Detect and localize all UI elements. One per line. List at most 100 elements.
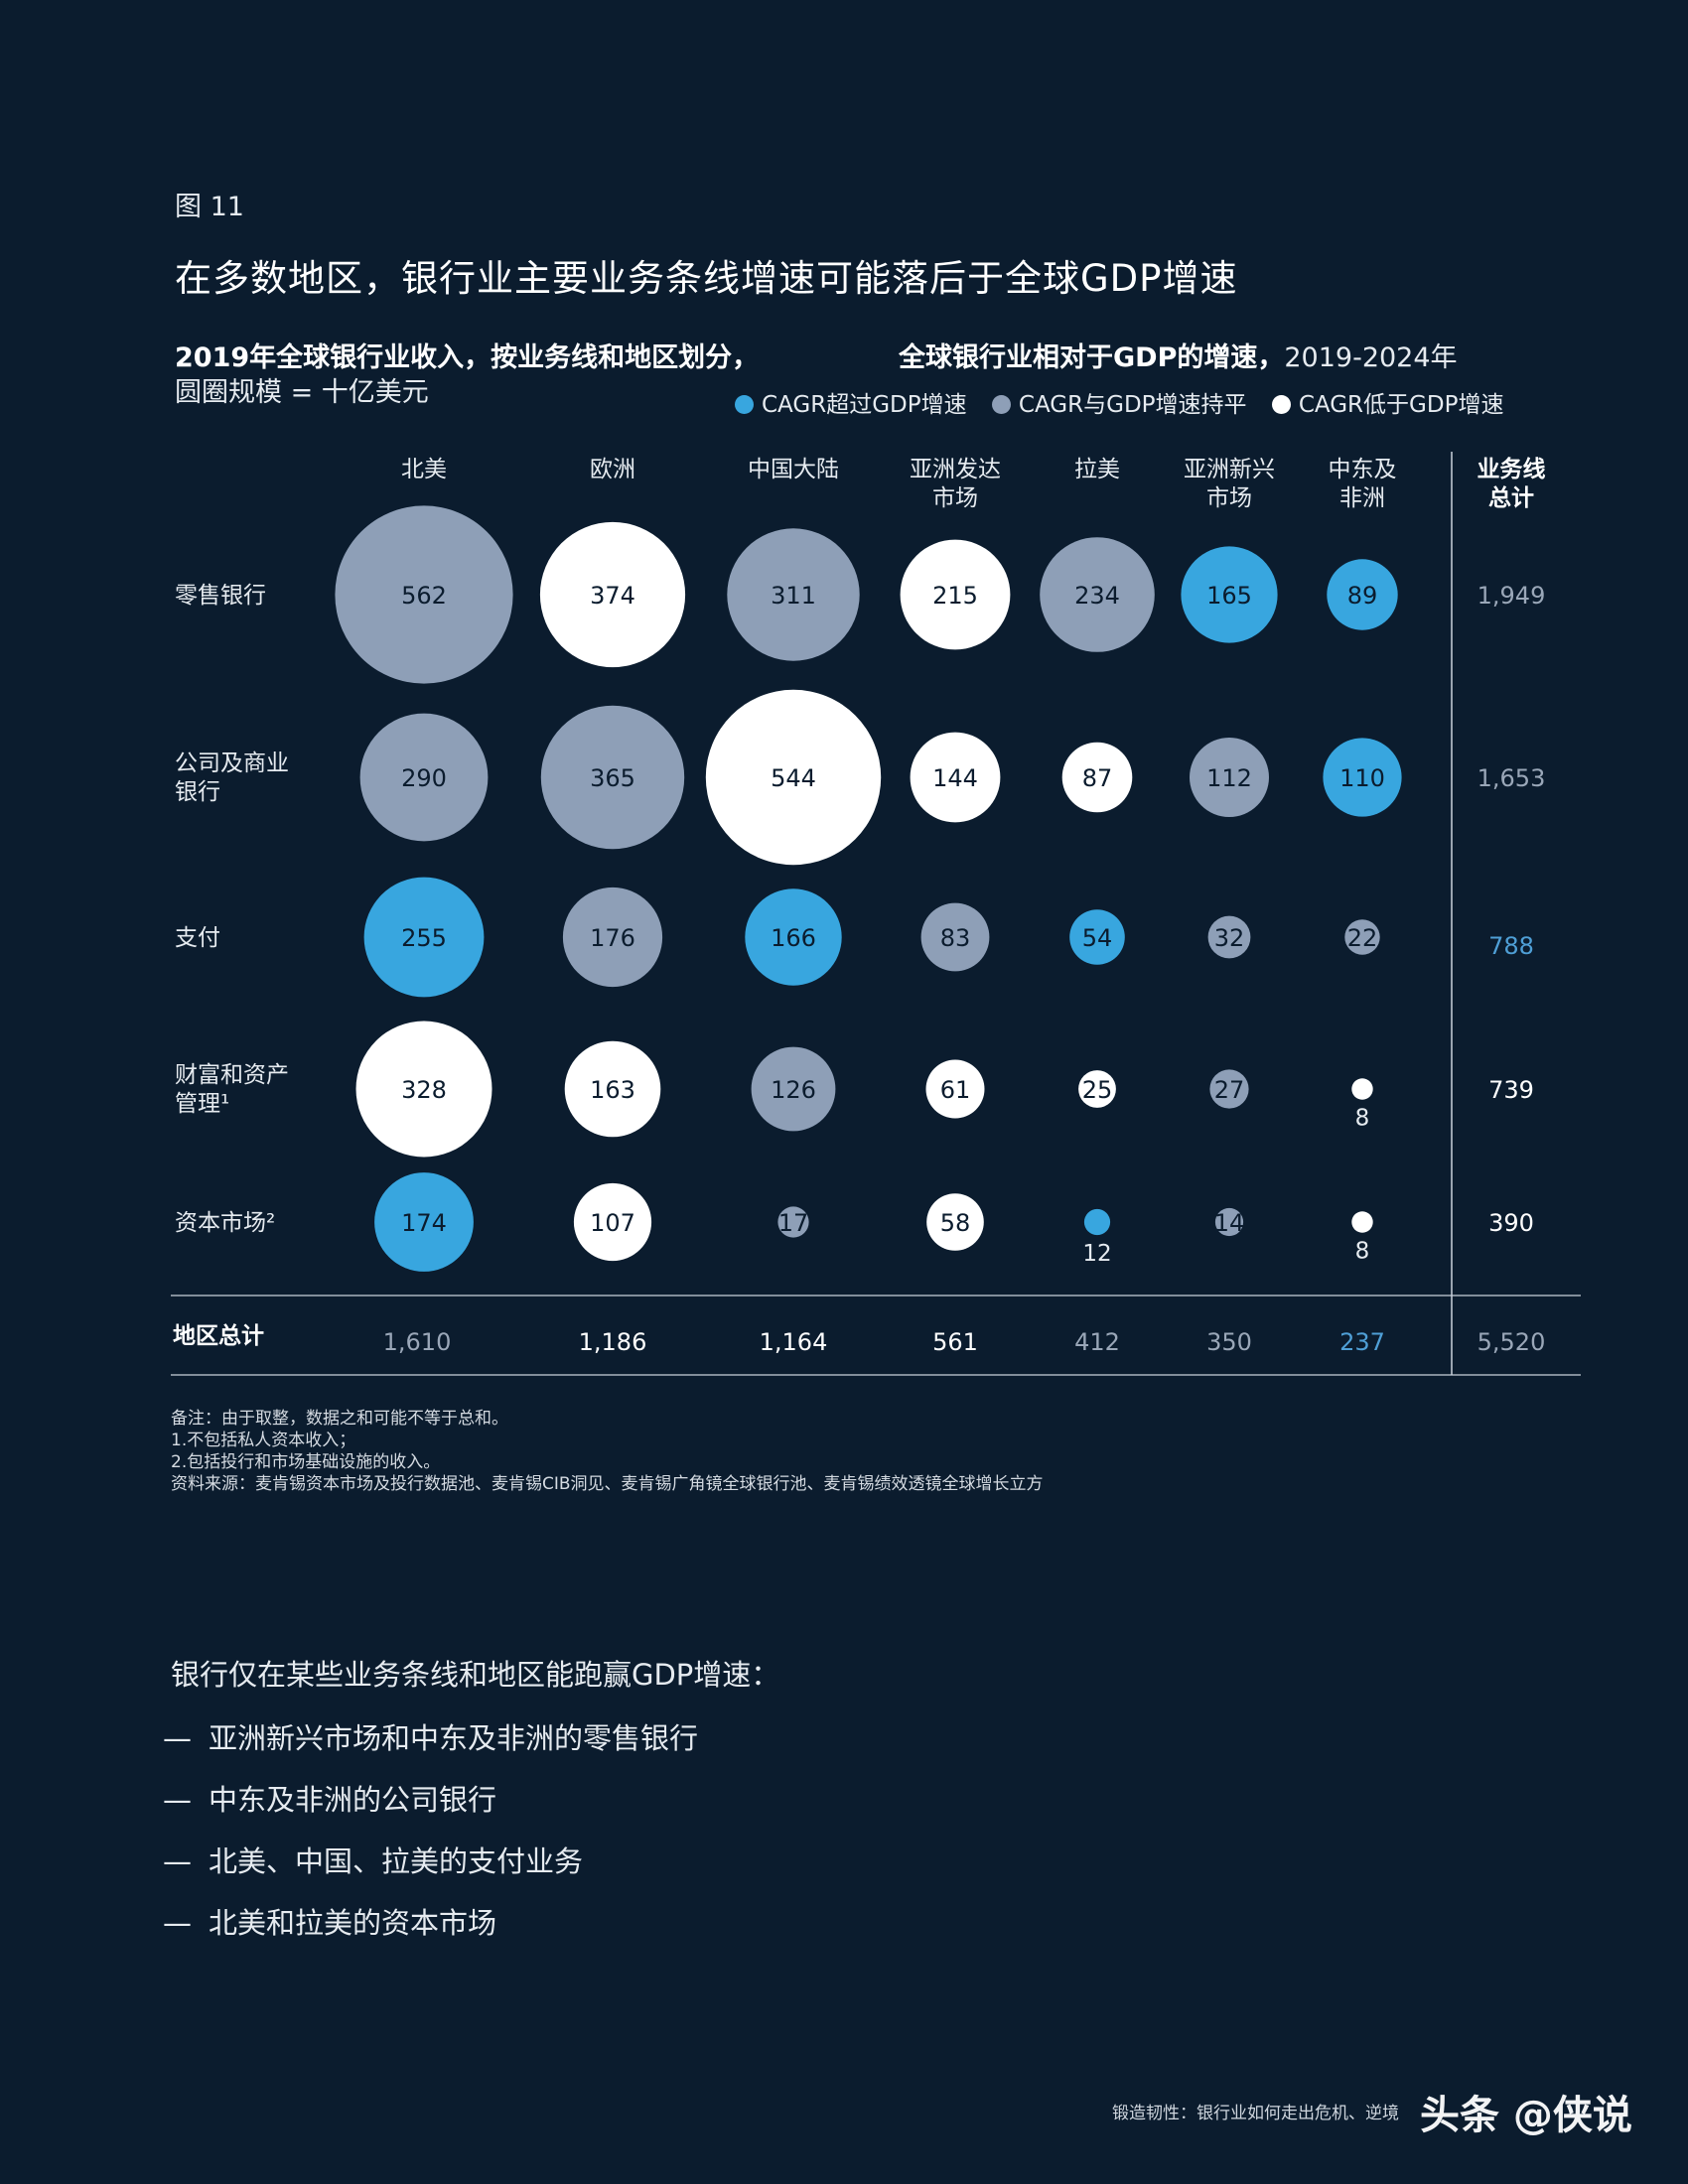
note-line: 备注：由于取整，数据之和可能不等于总和。: [171, 1409, 508, 1429]
bubble-label: 544: [771, 764, 816, 792]
bubble: [1207, 915, 1251, 959]
row-total: 1,653: [1477, 764, 1546, 792]
notes: 备注：由于取整，数据之和可能不等于总和。 1.不包括私人资本收入； 2.包括投行…: [171, 1408, 1044, 1495]
bubble: [705, 689, 882, 866]
bubble: [562, 887, 663, 988]
bubble: [777, 1206, 809, 1238]
bubble-label: 83: [940, 924, 971, 952]
bubble: [1069, 909, 1125, 965]
bubble-label: 89: [1347, 582, 1378, 610]
legend-item-above: CAGR超过GDP增速: [735, 385, 967, 419]
row-total: 390: [1488, 1209, 1534, 1237]
row-header: 资本市场²: [175, 1210, 275, 1236]
column-header: 北美: [401, 457, 447, 482]
bubble: [540, 705, 685, 850]
legend-label-par: CAGR与GDP增速持平: [1018, 392, 1247, 418]
bubble-label: 365: [590, 764, 635, 792]
row-header: 财富和资产: [175, 1062, 289, 1088]
row-header: 银行: [175, 779, 220, 805]
bubble-label: 290: [401, 764, 447, 792]
bubble-label: 166: [771, 924, 816, 952]
bullet-item: — 北美、中国、拉美的支付业务: [163, 1839, 583, 1880]
chart-title: 在多数地区，银行业主要业务条线增速可能落后于全球GDP增速: [175, 257, 1238, 300]
total-column-header: 业务线: [1477, 456, 1546, 482]
bullet-dash: —: [163, 1721, 192, 1755]
bubble: [1214, 1207, 1244, 1237]
bubble-label: 174: [401, 1209, 447, 1237]
row-header: 管理¹: [175, 1091, 229, 1117]
bubble: [1061, 742, 1133, 813]
column-header: 中东及: [1329, 457, 1397, 482]
column-header: 拉美: [1074, 457, 1120, 482]
bubble: [359, 713, 489, 842]
row-total: 739: [1488, 1076, 1534, 1104]
column-header: 中国大陆: [748, 457, 839, 482]
bubble: [751, 1046, 836, 1132]
bubble-label: 14: [1214, 1209, 1245, 1237]
region-total: 1,186: [579, 1328, 647, 1356]
bubble-label: 234: [1074, 582, 1120, 610]
note-line: 资料来源：麦肯锡资本市场及投行数据池、麦肯锡CIB洞见、麦肯锡广角镜全球银行池、…: [171, 1474, 1044, 1494]
subtitle-left-scale: 圆圈规模 = 十亿美元: [175, 377, 429, 408]
bubble: [363, 877, 485, 998]
region-total: 350: [1206, 1328, 1252, 1356]
bullet-item: — 北美和拉美的资本市场: [163, 1900, 496, 1942]
note-line: 1.不包括私人资本收入；: [171, 1431, 356, 1450]
subtitle-right-bold: 全球银行业相对于GDP的增速，: [899, 342, 1285, 373]
bubble-label: 12: [1082, 1241, 1111, 1267]
grand-total: 5,520: [1477, 1328, 1546, 1356]
bubble-label: 22: [1347, 924, 1378, 952]
bullet-dash: —: [163, 1783, 192, 1817]
legend-dot-below: [1271, 395, 1291, 414]
figure-label: 图 11: [175, 192, 244, 222]
bubble: [573, 1182, 652, 1262]
footer: 锻造韧性：银行业如何走出危机、逆境: [1112, 2104, 1399, 2123]
bubble-label: 87: [1082, 764, 1113, 792]
total-column-header: 总计: [1488, 484, 1534, 511]
bubble-label: 61: [940, 1076, 971, 1104]
bubble: [910, 732, 1001, 823]
bubble-label: 562: [401, 582, 447, 610]
bubble-label: 54: [1082, 924, 1113, 952]
bubble-label: 176: [590, 924, 635, 952]
bullet-text: 北美和拉美的资本市场: [209, 1906, 497, 1940]
region-total: 1,164: [760, 1328, 828, 1356]
row-header: 公司及商业: [175, 751, 289, 776]
bubble: [1083, 1208, 1111, 1236]
column-header: 市场: [1206, 485, 1252, 511]
bubble-label: 126: [771, 1076, 816, 1104]
bubble-label: 58: [940, 1209, 971, 1237]
bubble: [374, 1172, 474, 1272]
bubble: [1209, 1069, 1249, 1109]
bubble: [355, 1021, 492, 1158]
row-header: 零售银行: [175, 583, 266, 609]
bubble-label: 17: [778, 1209, 809, 1237]
column-header: 欧洲: [590, 457, 635, 482]
column-header: 亚洲发达: [910, 457, 1001, 482]
legend-label-above: CAGR超过GDP增速: [762, 392, 967, 418]
bubble: [335, 505, 513, 684]
legend-item-par: CAGR与GDP增速持平: [991, 385, 1247, 419]
bullet-dash: —: [163, 1844, 192, 1878]
subtitle-right: 全球银行业相对于GDP的增速，2019-2024年: [899, 336, 1458, 374]
bubble: [1190, 738, 1269, 817]
bubble: [926, 1193, 984, 1251]
bullet-text: 北美、中国、拉美的支付业务: [209, 1844, 584, 1878]
bubble: [1078, 1070, 1116, 1108]
legend-item-below: CAGR低于GDP增速: [1271, 385, 1503, 419]
column-header: 亚洲新兴: [1184, 457, 1275, 482]
bubble-label: 8: [1355, 1239, 1370, 1265]
bullet-dash: —: [163, 1906, 192, 1940]
bubble-label: 328: [401, 1076, 447, 1104]
bullet-item: — 中东及非洲的公司银行: [163, 1777, 496, 1819]
bubble: [1040, 537, 1155, 652]
bubble: [727, 528, 860, 661]
region-total: 412: [1074, 1328, 1120, 1356]
bubble-label: 255: [401, 924, 447, 952]
bubble: [1323, 738, 1402, 817]
legend: CAGR超过GDP增速 CAGR与GDP增速持平 CAGR低于GDP增速: [735, 385, 1521, 419]
bubble-label: 165: [1206, 582, 1252, 610]
bubble-label: 374: [590, 582, 635, 610]
bubble: [1351, 1078, 1373, 1100]
